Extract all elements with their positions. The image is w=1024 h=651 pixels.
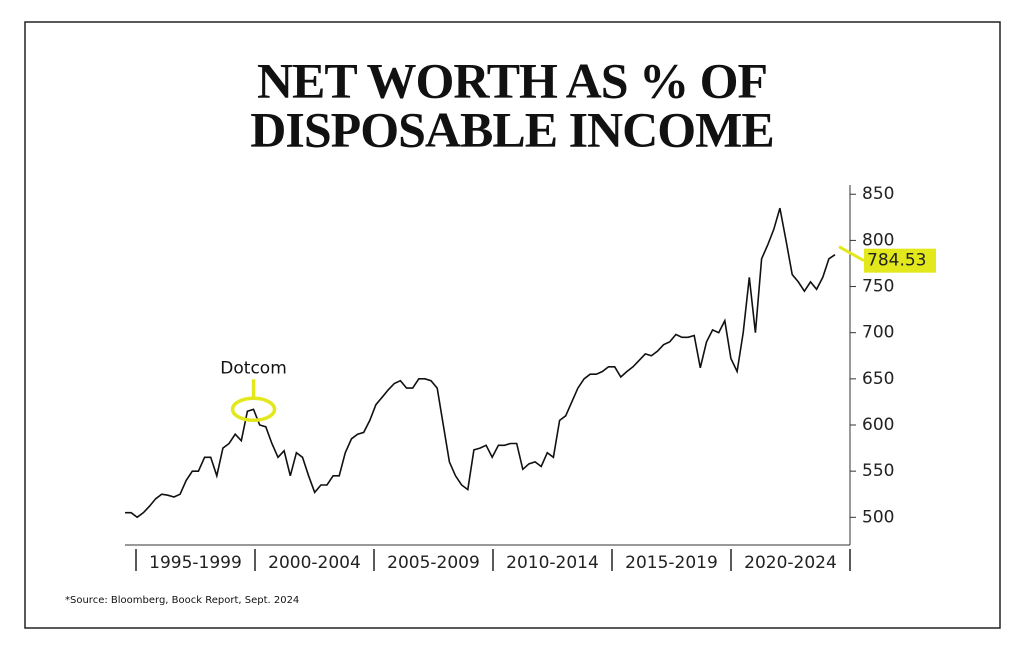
x-tick-label: 2000-2004 (268, 553, 361, 573)
x-tick-label: 2020-2024 (744, 553, 837, 573)
y-tick-label: 500 (862, 507, 894, 527)
end-label: 784.53 (867, 251, 926, 271)
chart-title: NET WORTH AS % OF (257, 52, 767, 108)
x-tick-label: 2010-2014 (506, 553, 599, 573)
frame (24, 21, 1001, 629)
chart-title: DISPOSABLE INCOME (250, 101, 773, 157)
y-tick-label: 700 (862, 323, 894, 343)
source-note: *Source: Bloomberg, Boock Report, Sept. … (65, 595, 299, 606)
line (125, 207, 836, 519)
y-tick-label: 650 (862, 369, 894, 389)
end-label-leader (838, 245, 865, 262)
end-label-highlight (864, 248, 936, 273)
x-tick-label: 2005-2009 (387, 553, 480, 573)
y-tick-label: 800 (862, 230, 894, 250)
y-tick-label: 750 (862, 277, 894, 297)
y-tick-label: 600 (862, 415, 894, 435)
annotation: Dotcom (220, 358, 286, 378)
y-tick-label: 550 (862, 461, 894, 481)
x-tick-label: 2015-2019 (625, 553, 718, 573)
x-tick-label: 1995-1999 (149, 553, 242, 573)
y-tick-label: 850 (862, 184, 894, 204)
